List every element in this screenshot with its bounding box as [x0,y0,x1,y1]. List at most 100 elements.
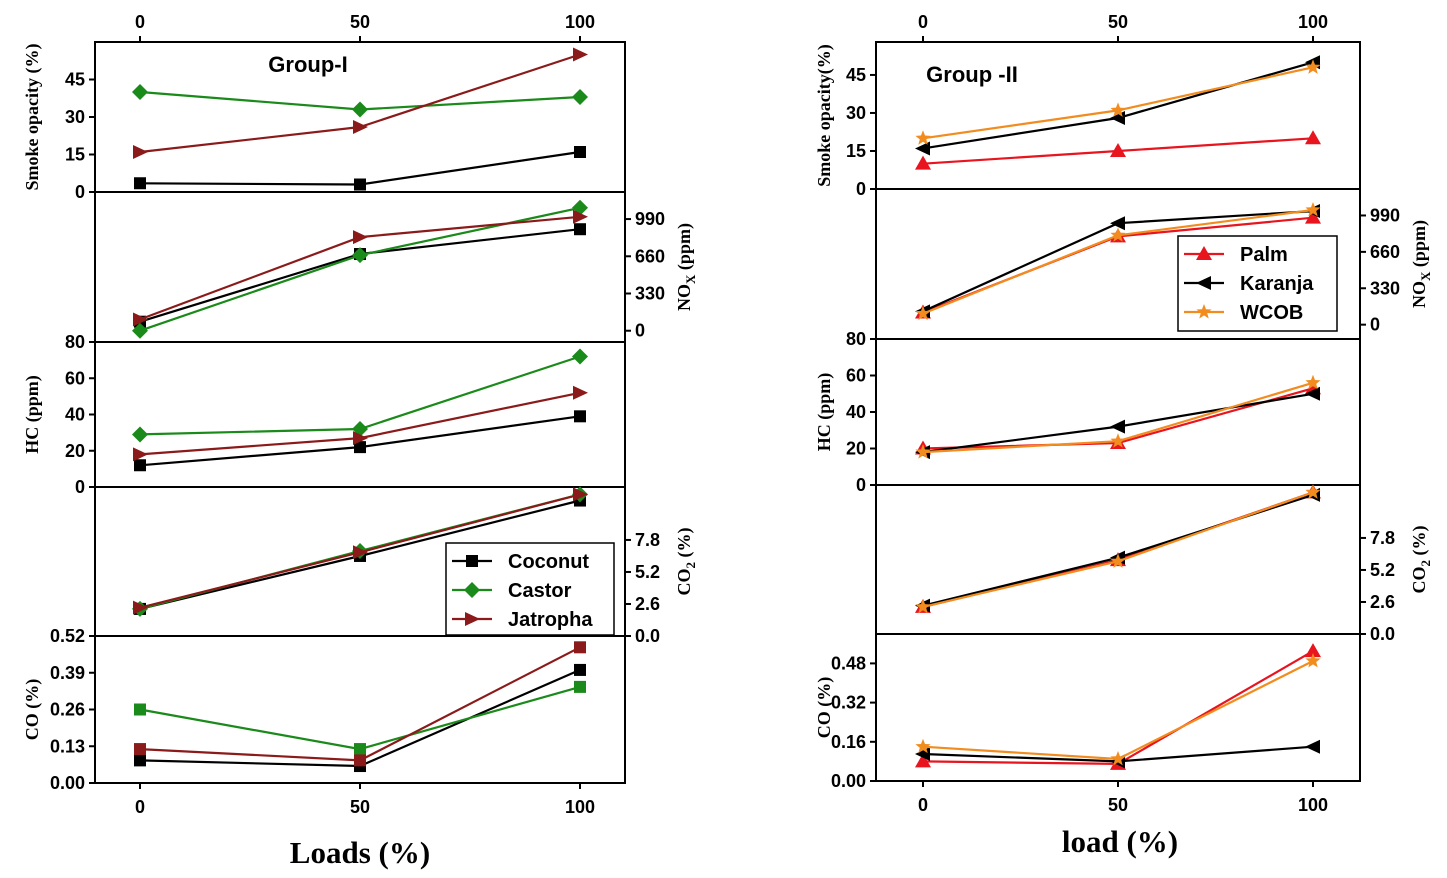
y-axis-label: NOX (ppm) [674,223,698,311]
legend-marker [466,555,478,567]
y-tick-label: 15 [846,141,866,161]
series-castor [132,348,588,443]
y-tick-label: 660 [1370,242,1400,262]
y-tick-label: 0.39 [50,663,85,683]
series-castor [132,199,588,339]
series-coconut [134,410,586,472]
legend-entry-jatropha: Jatropha [508,609,593,631]
legend-marker [465,612,480,626]
group-1-chart: 0 15 30 45 Smoke opacity (%) 0 330 660 990 NOX (p… [22,12,698,870]
panel-nox: 0 330 660 990 NOX (ppm) [94,191,698,343]
data-point [134,459,146,472]
legend-entry-wcob: WCOB [1240,302,1303,324]
data-point [353,230,368,245]
data-point [354,743,366,756]
x-tick-label-bottom: 0 [918,795,928,815]
panel-co2: 0.0 2.6 5.2 7.8 CO2 (%) [94,486,698,646]
legend-marker [1196,276,1211,290]
y-tick-label: 60 [846,366,866,386]
group-label: Group -II [926,62,1018,87]
panel-co: 0.00 0.16 0.32 0.48 CO (%) [814,633,1361,791]
y-tick-label: 990 [1370,205,1400,225]
data-point [354,441,366,454]
data-point [915,141,930,156]
legend: Palm Karanja WCOB [1177,235,1338,332]
series-jatropha [133,487,588,615]
data-point [354,754,366,767]
data-point [1110,553,1126,568]
data-point [352,101,368,118]
y-tick-label: 0.00 [831,771,866,791]
series-jatropha [134,641,586,767]
y-tick-label: 80 [846,329,866,349]
data-point [574,680,586,693]
data-point [133,447,148,462]
data-point [353,431,368,446]
y-axis-label: HC (ppm) [22,375,43,454]
x-tick-label-top: 0 [135,12,145,32]
data-point [573,385,588,400]
y-tick-label: 0.48 [831,653,866,673]
panel-frame [875,338,1361,486]
y-tick-label: 660 [635,246,665,266]
y-tick-label: 5.2 [1370,560,1395,580]
data-point [1110,227,1126,242]
data-point [133,145,148,159]
y-tick-label: 0.0 [635,626,660,646]
y-tick-label: 2.6 [1370,592,1395,612]
data-point [132,426,148,443]
data-point [572,348,588,365]
panel-hc: 0 20 40 60 80 HC (ppm) [814,329,1361,495]
data-point [915,598,931,614]
data-point [134,177,146,190]
data-point [574,146,586,158]
data-point [572,89,588,105]
legend-marker [1196,304,1212,319]
y-tick-label: 40 [65,405,85,425]
y-tick-label: 0 [856,475,866,495]
data-point [1110,142,1126,157]
data-point [352,247,368,264]
data-point [1305,643,1321,658]
series-line [922,491,1314,608]
data-point [353,120,368,134]
data-point [915,155,931,170]
x-tick-label-bottom: 50 [350,797,370,817]
y-tick-label: 60 [65,368,85,388]
series-line [139,685,581,751]
y-tick-label: 15 [65,145,85,165]
data-point [1305,652,1321,668]
y-tick-label: 20 [846,439,866,459]
group-label: Group-I [268,52,347,77]
series-wcob [915,201,1321,321]
panel-nox: 0 330 660 990 NOX (ppm) [875,188,1433,340]
legend-marker [464,582,480,598]
panel-co2: 0.0 2.6 5.2 7.8 CO2 (%) [875,484,1433,644]
data-point [354,178,366,191]
data-point [573,209,588,224]
series-line [922,660,1314,761]
data-point [915,444,931,459]
data-point [132,322,148,339]
panel-hc: 0 20 40 60 80 HC (ppm) [22,332,626,497]
series-line [922,491,1314,608]
y-tick-label: 0 [1370,315,1380,335]
data-point [133,312,148,327]
series-line [139,206,581,332]
series-palm [915,130,1321,170]
y-tick-label: 45 [65,70,85,90]
data-point [1110,102,1126,117]
y-tick-label: 0.26 [50,700,85,720]
data-point [134,743,146,756]
data-point [574,663,586,676]
series-wcob [915,374,1321,459]
y-axis-label: HC (ppm) [814,373,835,452]
panel-smoke: 0 15 30 45 Smoke opacity(%) [814,41,1361,199]
data-point [1305,386,1320,401]
y-axis-label: NOX (ppm) [1409,220,1433,308]
y-axis-label: CO (%) [814,677,835,739]
series-jatropha [133,385,588,462]
data-point [1110,419,1125,434]
legend-entry-castor: Castor [508,580,572,602]
